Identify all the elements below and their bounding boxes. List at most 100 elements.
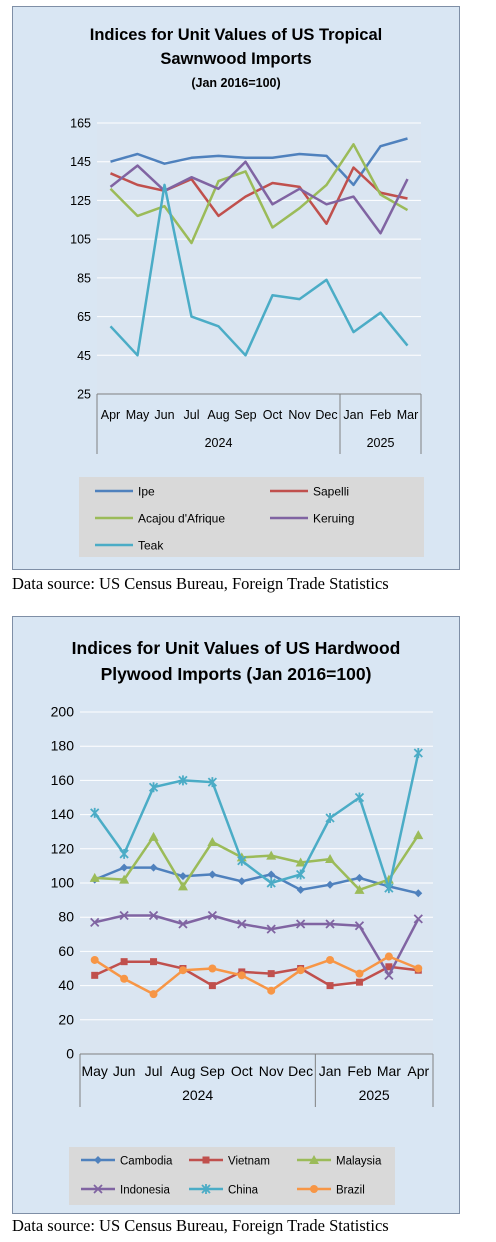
x-tick-label: Oct xyxy=(231,1063,253,1079)
data-point-malaysia xyxy=(89,872,100,882)
legend-item-ipe: Ipe xyxy=(95,485,155,499)
series-line-china xyxy=(93,752,420,890)
y-tick-label: 25 xyxy=(77,388,91,402)
y-tick-label: 165 xyxy=(70,117,91,131)
chart-title: Sawnwood Imports xyxy=(160,50,311,68)
series-line-sapelli xyxy=(110,166,408,225)
x-tick-label: Jun xyxy=(154,408,174,422)
data-point-cambodia xyxy=(326,880,335,889)
y-tick-label: 140 xyxy=(51,806,75,822)
data-point-vietnam xyxy=(385,963,393,971)
legend-box xyxy=(79,477,424,557)
x-tick-label: Dec xyxy=(315,408,337,422)
data-point-indonesia xyxy=(413,914,423,924)
data-point-malaysia xyxy=(177,881,188,891)
series-line-ipe xyxy=(110,137,408,187)
series-line-brazil xyxy=(94,955,419,996)
data-point-china xyxy=(207,777,218,788)
y-tick-label: 100 xyxy=(51,875,75,891)
data-point-malaysia xyxy=(325,854,336,864)
data-point-brazil xyxy=(178,966,187,975)
data-point-cambodia xyxy=(267,870,276,879)
data-point-indonesia xyxy=(119,910,129,921)
data-point-china xyxy=(90,807,100,818)
data-point-indonesia xyxy=(325,919,335,929)
series-sapelli xyxy=(110,166,408,225)
y-tick-label: 0 xyxy=(66,1046,74,1062)
legend-marker-malaysia xyxy=(309,1155,319,1164)
data-point-vietnam xyxy=(91,971,99,979)
data-point-china xyxy=(266,878,276,888)
data-point-china xyxy=(354,792,365,803)
year-group-label: 2024 xyxy=(182,1087,213,1103)
data-point-brazil xyxy=(296,966,305,975)
legend-item-indonesia: Indonesia xyxy=(81,1184,170,1197)
legend-item-malaysia: Malaysia xyxy=(297,1155,382,1168)
x-tick-label: Aug xyxy=(170,1063,195,1079)
data-point-cambodia xyxy=(149,863,158,872)
chart-title: Indices for Unit Values of US Hardwood xyxy=(72,638,401,658)
chart-subtitle: (Jan 2016=100) xyxy=(191,76,280,90)
legend-item-acajou-d-afrique: Acajou d'Afrique xyxy=(95,512,225,526)
legend-marker-china xyxy=(201,1184,211,1194)
data-point-china xyxy=(413,748,423,759)
series-line-keruing xyxy=(109,160,409,235)
data-source-note: Data source: US Census Bureau, Foreign T… xyxy=(12,574,389,593)
legend-item-teak: Teak xyxy=(95,539,164,553)
series-keruing xyxy=(109,160,409,235)
legend-item-sapelli: Sapelli xyxy=(270,485,349,499)
year-group-label: 2024 xyxy=(205,436,233,450)
data-point-china xyxy=(237,855,247,866)
x-tick-label: Jul xyxy=(145,1063,163,1079)
series-china xyxy=(90,748,423,894)
y-tick-label: 120 xyxy=(51,840,75,856)
y-tick-label: 160 xyxy=(51,772,75,788)
data-point-indonesia xyxy=(90,917,100,927)
y-tick-label: 45 xyxy=(77,349,91,363)
legend-label: Vietnam xyxy=(228,1156,270,1168)
x-tick-label: Nov xyxy=(288,408,311,422)
data-point-china xyxy=(295,869,306,880)
legend-marker-vietnam xyxy=(202,1156,210,1164)
data-point-brazil xyxy=(237,971,246,980)
data-point-vietnam xyxy=(326,982,334,990)
legend-item-china: China xyxy=(189,1184,259,1197)
legend-label: Keruing xyxy=(313,512,354,526)
x-tick-label: Dec xyxy=(288,1063,313,1079)
legend-marker-indonesia xyxy=(93,1184,103,1194)
y-tick-label: 40 xyxy=(58,977,74,993)
year-group-label: 2025 xyxy=(359,1087,390,1103)
x-tick-label: Oct xyxy=(263,408,283,422)
plot-area xyxy=(97,123,421,394)
data-point-indonesia xyxy=(384,970,394,980)
data-point-vietnam xyxy=(120,958,128,966)
sawnwood-chart-panel: Indices for Unit Values of US Tropical Sa… xyxy=(12,6,460,570)
series-line-teak xyxy=(109,183,409,357)
data-point-indonesia xyxy=(295,919,306,929)
data-source-note: Data source: US Census Bureau, Foreign T… xyxy=(12,1216,389,1235)
x-tick-label: May xyxy=(81,1063,107,1079)
y-tick-label: 145 xyxy=(70,155,91,169)
legend-label: Ipe xyxy=(138,485,155,499)
legend-label: Cambodia xyxy=(120,1156,173,1168)
data-point-brazil xyxy=(90,955,99,964)
sawnwood-chart: Indices for Unit Values of US Tropical Sa… xyxy=(70,26,424,557)
data-point-brazil xyxy=(208,964,217,973)
series-line-cambodia xyxy=(94,866,419,895)
data-point-brazil xyxy=(414,964,423,973)
y-tick-label: 60 xyxy=(58,943,74,959)
x-tick-label: Feb xyxy=(370,408,392,422)
year-group-label: 2025 xyxy=(367,436,395,450)
x-tick-label: Jul xyxy=(184,408,200,422)
legend-label: Acajou d'Afrique xyxy=(138,512,225,526)
data-point-malaysia xyxy=(266,850,277,860)
plywood-chart-panel: Indices for Unit Values of US Hardwood Pl… xyxy=(12,616,460,1214)
data-point-brazil xyxy=(267,986,276,995)
y-tick-label: 125 xyxy=(70,194,91,208)
plywood-chart: Indices for Unit Values of US Hardwood Pl… xyxy=(51,638,434,1205)
legend-label: Brazil xyxy=(336,1185,365,1197)
series-teak xyxy=(109,183,409,357)
x-tick-label: Sep xyxy=(234,408,256,422)
legend-label: Malaysia xyxy=(336,1156,382,1168)
data-point-indonesia xyxy=(354,921,365,931)
